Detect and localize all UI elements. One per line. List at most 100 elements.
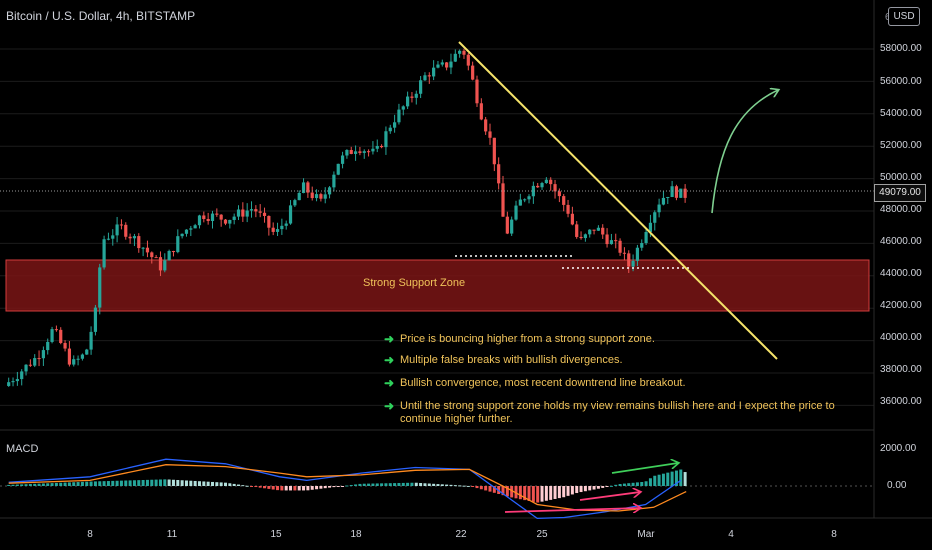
- macd-histogram-bar: [306, 486, 310, 491]
- candle-body: [46, 341, 50, 351]
- macd-axis-label: 2000.00: [880, 443, 917, 454]
- candle-body: [670, 186, 674, 198]
- candle-body: [666, 197, 670, 199]
- macd-histogram-bar: [93, 481, 97, 486]
- macd-histogram-bar: [609, 485, 613, 487]
- candle-body: [406, 96, 410, 107]
- macd-histogram-bar: [358, 483, 362, 486]
- candle-body: [80, 354, 85, 359]
- candle-body: [145, 247, 150, 253]
- candle-body: [362, 151, 366, 153]
- macd-histogram-bar: [119, 480, 123, 486]
- macd-histogram-bar: [250, 486, 254, 487]
- macd-histogram-bar: [453, 485, 457, 487]
- macd-histogram-bar: [674, 470, 678, 486]
- macd-histogram-bar: [237, 484, 241, 486]
- macd-histogram-bar: [579, 486, 583, 493]
- macd-histogram-bar: [219, 482, 223, 486]
- macd-histogram-bar: [362, 483, 366, 486]
- macd-histogram-bar: [488, 486, 492, 492]
- y-axis-label: 52000.00: [880, 140, 922, 151]
- macd-histogram-bar: [206, 481, 210, 486]
- candle-body: [536, 185, 540, 188]
- candle-body: [319, 194, 323, 199]
- macd-histogram-bar: [289, 486, 293, 491]
- candle-body: [210, 213, 215, 222]
- candle-body: [72, 359, 76, 365]
- macd-histogram-bar: [80, 481, 84, 486]
- macd-histogram-bar: [271, 486, 275, 490]
- x-axis-label: 22: [455, 529, 467, 540]
- candle-body: [280, 225, 284, 230]
- candle-body: [163, 260, 167, 271]
- candle-body: [497, 164, 501, 184]
- macd-histogram-bar: [566, 486, 570, 496]
- candle-body: [167, 250, 171, 261]
- y-axis-label: 50000.00: [880, 172, 922, 183]
- macd-histogram-bar: [50, 483, 54, 486]
- macd-histogram-bar: [267, 486, 271, 489]
- macd-histogram-bar: [423, 483, 427, 486]
- candle-body: [306, 182, 310, 193]
- macd-histogram-bar: [245, 485, 249, 487]
- candle-body: [102, 239, 106, 268]
- macd-histogram-bar: [24, 484, 28, 486]
- macd-histogram-bar: [176, 480, 180, 486]
- candle-body: [176, 236, 180, 253]
- y-axis-label: 48000.00: [880, 204, 922, 215]
- macd-histogram-bar: [297, 486, 301, 491]
- macd-histogram-bar: [106, 481, 110, 486]
- candle-body: [531, 185, 535, 197]
- macd-histogram-bar: [410, 482, 414, 486]
- candle-body: [544, 179, 548, 184]
- candle-body: [154, 257, 158, 259]
- candle-body: [249, 209, 254, 211]
- macd-histogram-bar: [479, 486, 483, 490]
- y-axis-label: 40000.00: [880, 332, 922, 343]
- x-axis-label: 8: [87, 529, 93, 540]
- candle-body: [59, 329, 63, 343]
- macd-histogram-bar: [132, 480, 136, 486]
- macd-histogram-bar: [46, 483, 50, 486]
- candle-body: [50, 329, 54, 342]
- downtrend-line: [458, 41, 778, 360]
- candle-body: [484, 119, 488, 132]
- analysis-note-text: Bullish convergence, most recent downtre…: [400, 377, 686, 389]
- candle-body: [141, 247, 145, 249]
- candle-body: [223, 219, 228, 224]
- macd-histogram-bar: [323, 486, 327, 489]
- candle-body: [349, 149, 353, 154]
- macd-histogram-bar: [37, 483, 41, 486]
- candle-body: [85, 349, 89, 355]
- candle-body: [219, 214, 223, 220]
- macd-histogram-bar: [63, 482, 67, 486]
- x-axis-label: 25: [536, 529, 548, 540]
- analysis-note-text: Until the strong support zone holds my v…: [400, 400, 835, 425]
- candle-body: [549, 179, 553, 185]
- candle-body: [258, 211, 262, 213]
- candle-body: [614, 240, 618, 242]
- candle-body: [37, 358, 41, 360]
- macd-indicator-label[interactable]: MACD: [6, 443, 39, 455]
- candle-body: [358, 151, 362, 153]
- macd-histogram-bar: [393, 483, 397, 486]
- candle-body: [635, 247, 640, 261]
- macd-histogram-bar: [501, 486, 505, 496]
- y-axis-label: 54000.00: [880, 108, 922, 119]
- candle-body: [679, 188, 683, 198]
- macd-histogram-bar: [310, 486, 314, 490]
- currency-button[interactable]: USD: [888, 7, 920, 26]
- macd-histogram-bar: [419, 483, 423, 486]
- macd-histogram-bar: [189, 480, 193, 486]
- macd-histogram-bar: [258, 486, 262, 488]
- macd-histogram-bar: [605, 486, 609, 487]
- macd-histogram-bar: [614, 484, 618, 486]
- candle-body: [401, 106, 405, 110]
- macd-histogram-bar: [523, 486, 527, 501]
- macd-histogram-bar: [263, 486, 267, 489]
- candle-body: [453, 53, 457, 62]
- candle-body: [345, 149, 349, 156]
- candle-body: [388, 127, 392, 132]
- macd-histogram-bar: [518, 486, 522, 500]
